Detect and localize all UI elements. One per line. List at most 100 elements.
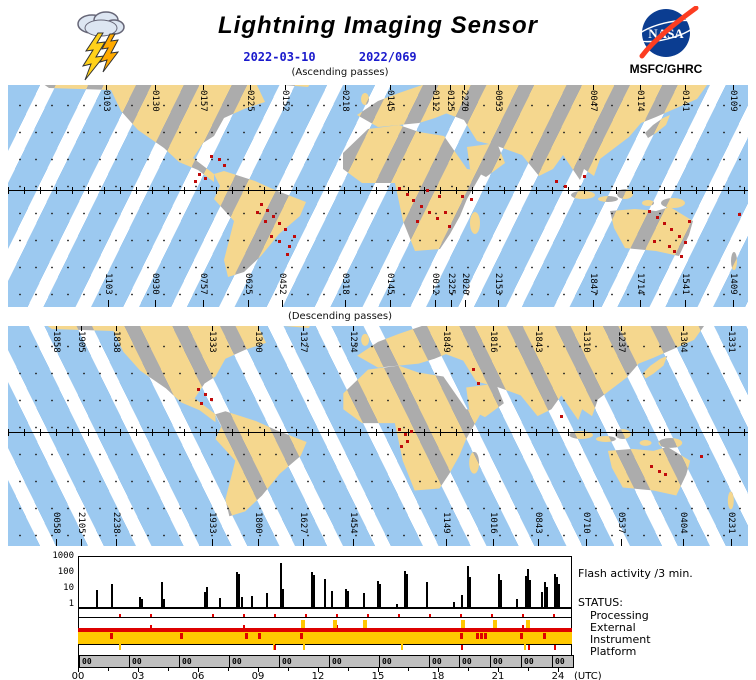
time-axis-tick <box>498 667 499 672</box>
flash-activity-spike <box>141 599 143 607</box>
pass-time-label: 1149 <box>441 512 451 534</box>
lightning-flash-marker <box>204 177 207 180</box>
lightning-flash-marker <box>218 158 221 161</box>
status-external-label: External <box>590 621 636 634</box>
pass-time-label: 0757 <box>198 273 208 295</box>
lightning-flash-marker <box>428 211 431 214</box>
pass-time-label: 0625 <box>243 273 253 295</box>
flash-activity-spike <box>111 584 113 607</box>
lightning-flash-marker <box>664 473 667 476</box>
pass-time-label: 1310 <box>581 331 591 353</box>
flash-activity-spike <box>404 571 406 607</box>
flash-activity-spike <box>541 592 543 607</box>
pass-tick <box>116 326 117 331</box>
pass-time-label: 0114 <box>635 90 645 112</box>
time-axis-label: 21 <box>491 671 505 680</box>
granule-segment: 00 <box>552 656 574 667</box>
pass-time-label: 1454 <box>348 512 358 534</box>
pass-tick <box>203 300 204 307</box>
pass-time-label: 0843 <box>533 512 543 534</box>
status-tick-red <box>484 633 487 639</box>
flash-activity-spike <box>556 577 558 607</box>
map-ascending-passes: 0103 0130 0157 0225 0152 0218 0145 0112 0125 2220… <box>8 85 748 307</box>
page-title: Lightning Imaging Sensor <box>218 12 538 39</box>
nasa-logo: NASA <box>636 6 699 59</box>
flash-activity-spike <box>313 575 315 607</box>
pass-tick <box>498 300 499 307</box>
pass-tick <box>203 85 204 90</box>
flash-activity-spike <box>266 593 268 607</box>
time-axis-unit: (UTC) <box>574 671 602 680</box>
lightning-flash-marker <box>653 240 656 243</box>
granule-segment: 00 <box>179 656 230 667</box>
pass-time-label: 0112 <box>430 90 440 112</box>
pass-tick <box>212 326 213 331</box>
granule-segment: 00 <box>521 656 553 667</box>
lightning-flash-marker <box>668 245 671 248</box>
flash-activity-spike <box>163 599 165 607</box>
status-tick-red <box>336 614 338 618</box>
flash-activity-spike <box>529 580 531 607</box>
status-tick-red <box>150 625 152 629</box>
pass-time-label: 1905 <box>76 331 86 353</box>
lightning-flash-marker <box>260 203 263 206</box>
lightning-flash-marker <box>583 175 586 178</box>
pass-tick <box>345 85 346 90</box>
status-tick-red <box>476 633 479 639</box>
pass-tick <box>685 85 686 90</box>
pass-tick <box>640 300 641 307</box>
flash-activity-spike <box>406 574 408 607</box>
lightning-flash-marker <box>197 388 200 391</box>
pass-tick <box>733 300 734 307</box>
pass-tick <box>250 85 251 90</box>
lightning-flash-marker <box>272 215 275 218</box>
lightning-flash-marker <box>678 235 681 238</box>
status-tick-red <box>300 633 303 639</box>
flash-activity-label: Flash activity /3 min. <box>578 567 693 580</box>
pass-tick <box>212 539 213 546</box>
lightning-flash-marker <box>194 180 197 183</box>
lightning-flash-marker <box>198 173 201 176</box>
granule-start-label: 00 <box>524 657 534 666</box>
time-axis-tick <box>528 667 529 671</box>
lightning-flash-marker <box>410 430 413 433</box>
pass-time-label: 1254 <box>348 331 358 353</box>
flash-activity-spike <box>204 592 206 607</box>
lightning-flash-marker <box>461 195 464 198</box>
status-tick-red <box>460 633 463 639</box>
granule-segment: 00 <box>329 656 380 667</box>
status-tick-red <box>150 614 152 618</box>
flash-activity-spike <box>379 584 381 607</box>
flash-activity-spike <box>453 602 455 607</box>
time-axis-tick <box>318 667 319 672</box>
flash-activity-spike <box>527 569 529 607</box>
lightning-flash-marker <box>398 187 401 190</box>
time-axis-label: 24 <box>551 671 565 680</box>
lightning-flash-marker <box>560 415 563 418</box>
equator-line <box>8 187 748 194</box>
pass-time-label: 1627 <box>298 512 308 534</box>
time-axis-label: 06 <box>191 671 205 680</box>
date-iso: 2022-03-10 <box>243 50 316 64</box>
pass-time-label: 0218 <box>340 90 350 112</box>
status-tick-red <box>180 633 183 639</box>
lightning-flash-marker <box>555 180 558 183</box>
status-tick-red <box>305 614 307 618</box>
pass-tick <box>493 539 494 546</box>
pass-time-label: 0152 <box>280 90 290 112</box>
status-tick-red <box>274 614 276 618</box>
status-tick-red <box>110 633 113 639</box>
flash-activity-spike <box>546 587 548 607</box>
pass-tick <box>116 539 117 546</box>
time-axis-tick <box>348 667 349 671</box>
pass-tick <box>593 85 594 90</box>
time-axis-tick <box>558 667 559 672</box>
granule-segment: 00 <box>379 656 430 667</box>
flash-activity-spike <box>461 595 463 607</box>
lightning-flash-marker <box>264 220 267 223</box>
flash-activity-spike <box>554 574 556 607</box>
pass-time-label: 0225 <box>245 90 255 112</box>
flash-activity-spike <box>347 591 349 607</box>
status-tick-red <box>398 614 400 618</box>
pass-time-label: 2020 <box>460 273 470 295</box>
